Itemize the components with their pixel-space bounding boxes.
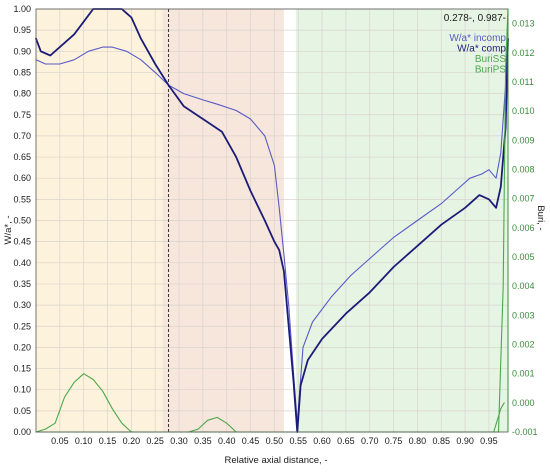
- y-tick-label: 0.30: [13, 300, 31, 310]
- y2-tick-label: 0.001: [512, 369, 535, 379]
- y-tick-label: 0.35: [13, 279, 31, 289]
- x-tick-label: 0.70: [361, 436, 379, 446]
- y2-ticks: -0.001 0.000 0.001 0.002 0.003 0.004 0.005 0.00…: [512, 19, 538, 437]
- x-tick-label: 0.05: [51, 436, 69, 446]
- y2-tick-label: 0.012: [512, 48, 535, 58]
- x-tick-label: 0.35: [194, 436, 212, 446]
- legend-entry: BuriSS: [475, 54, 506, 65]
- y-tick-label: 0.55: [13, 194, 31, 204]
- y-axis-label: W/a*, -: [3, 215, 14, 244]
- y-tick-label: 0.50: [13, 216, 31, 226]
- legend-entry: W/a* incomp: [449, 33, 506, 44]
- x-tick-label: 0.30: [170, 436, 188, 446]
- y2-tick-label: 0.009: [512, 135, 535, 145]
- y-tick-label: 0.10: [13, 385, 31, 395]
- y2-tick-label: 0.013: [512, 19, 535, 29]
- y2-tick-label: 0.004: [512, 281, 535, 291]
- y-tick-label: 0.75: [13, 110, 31, 120]
- legend-entry: W/a* comp: [457, 44, 506, 55]
- y-tick-label: 0.95: [13, 25, 31, 35]
- x-tick-label: 0.10: [75, 436, 93, 446]
- y-tick-label: 0.70: [13, 131, 31, 141]
- x-tick-label: 0.55: [289, 436, 307, 446]
- y-tick-label: 0.40: [13, 258, 31, 268]
- x-tick-label: 0.80: [409, 436, 427, 446]
- y-tick-label: 0.90: [13, 46, 31, 56]
- y-tick-label: 0.85: [13, 67, 31, 77]
- x-tick-label: 0.20: [123, 436, 141, 446]
- y2-tick-label: -0.001: [512, 427, 538, 437]
- y-tick-label: 0.20: [13, 342, 31, 352]
- y2-tick-label: 0.007: [512, 194, 535, 204]
- y-tick-label: 0.25: [13, 321, 31, 331]
- y-tick-label: 0.15: [13, 364, 31, 374]
- grid: [36, 8, 508, 433]
- x-ticks: 0.05 0.10 0.15 0.20 0.25 0.30 0.35 0.40 0.45 0.50…: [51, 436, 498, 446]
- x-axis-label: Relative axial distance, -: [225, 455, 328, 466]
- y-tick-label: 1.00: [13, 4, 31, 14]
- cursor-readout: 0.278-, 0.987-: [444, 13, 506, 24]
- x-tick-label: 0.75: [385, 436, 403, 446]
- y2-tick-label: 0.008: [512, 164, 535, 174]
- series-line-w-a-incomp: [35, 38, 509, 425]
- x-tick-label: 0.95: [480, 436, 498, 446]
- y2-axis-label: Buri, -: [535, 205, 546, 230]
- y-tick-label: 0.65: [13, 152, 31, 162]
- y-tick-label: 0.60: [13, 173, 31, 183]
- y2-tick-label: 0.002: [512, 339, 535, 349]
- y-ticks: 0.00 0.05 0.10 0.15 0.20 0.25 0.30 0.35 0.40 0.45…: [13, 4, 31, 437]
- y-tick-label: 0.00: [13, 427, 31, 437]
- x-tick-label: 0.15: [99, 436, 117, 446]
- plot-frame: [35, 8, 509, 433]
- y-tick-label: 0.05: [13, 406, 31, 416]
- legend-entry: BuriPS: [475, 65, 506, 76]
- y2-tick-label: 0.005: [512, 252, 535, 262]
- x-tick-label: 0.85: [432, 436, 450, 446]
- x-tick-label: 0.65: [337, 436, 355, 446]
- y2-tick-label: 0.010: [512, 106, 535, 116]
- x-tick-label: 0.90: [456, 436, 474, 446]
- x-tick-label: 0.25: [146, 436, 164, 446]
- y2-tick-label: 0.006: [512, 223, 535, 233]
- y2-tick-label: 0.003: [512, 310, 535, 320]
- y-tick-label: 0.80: [13, 89, 31, 99]
- x-tick-label: 0.40: [218, 436, 236, 446]
- x-tick-label: 0.50: [266, 436, 284, 446]
- x-tick-label: 0.60: [313, 436, 331, 446]
- y-tick-label: 0.45: [13, 237, 31, 247]
- x-tick-label: 0.45: [242, 436, 260, 446]
- y2-tick-label: 0.011: [512, 77, 534, 87]
- y2-tick-label: 0.000: [512, 398, 535, 408]
